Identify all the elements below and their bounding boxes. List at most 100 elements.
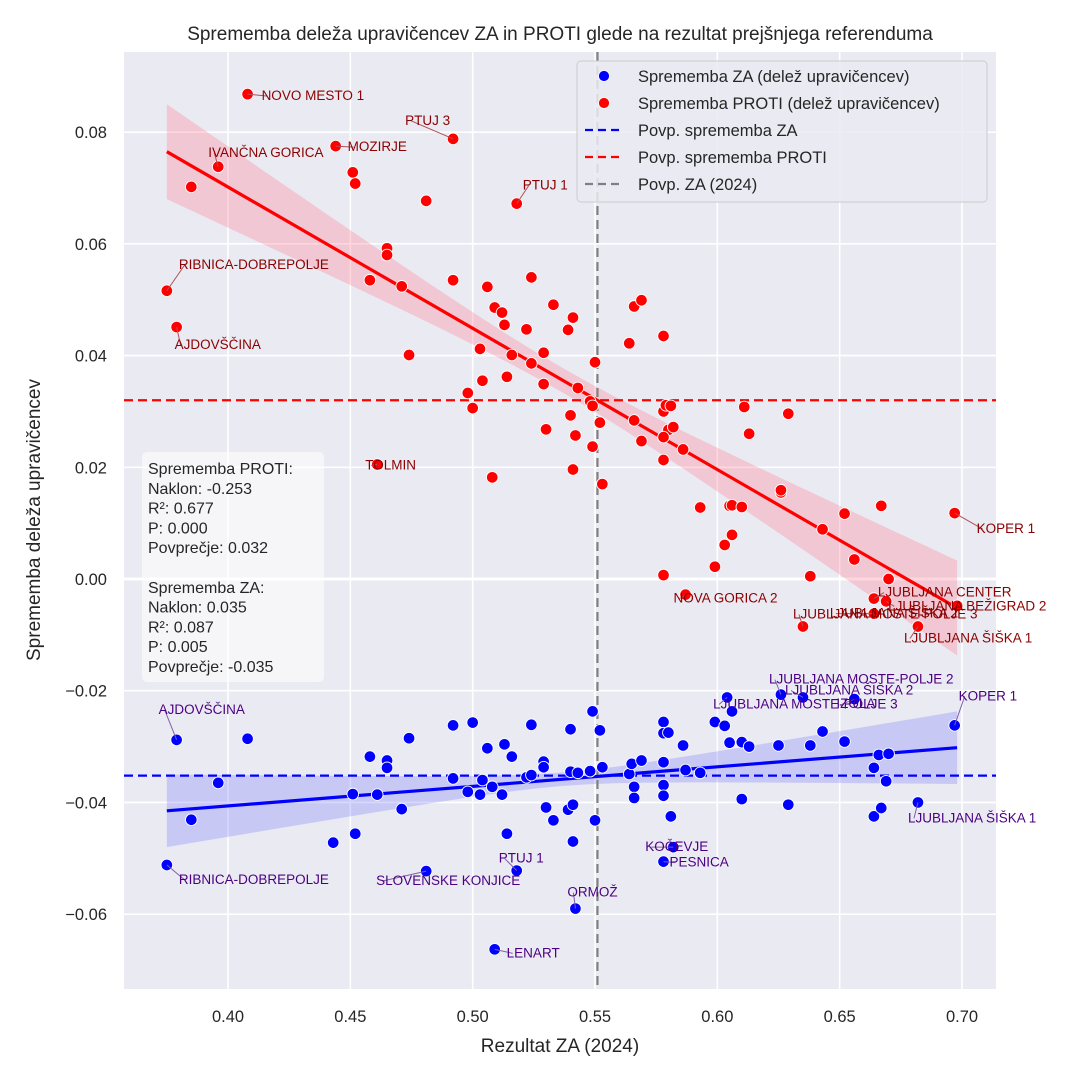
point-annotation: TOLMIN xyxy=(365,457,416,472)
point-annotation: LENART xyxy=(507,945,560,960)
annotation-leader-line xyxy=(166,864,186,881)
stats-line: Sprememba ZA: xyxy=(148,580,264,597)
za-point xyxy=(867,810,881,823)
y-tick-label: −0.02 xyxy=(65,683,107,701)
point-annotation: IVANČNA GORICA xyxy=(208,145,323,160)
proti-point xyxy=(537,377,550,391)
point-annotation: LJUBLJANA ŠIŠKA 2 xyxy=(785,682,913,697)
annotation-leader-line xyxy=(954,512,983,530)
point-annotation: KOPER 1 xyxy=(959,688,1018,703)
annotation-leader-line xyxy=(909,626,919,639)
proti-point xyxy=(735,500,749,514)
point-annotation: KOPER 1 xyxy=(977,521,1036,536)
za-point xyxy=(505,750,519,763)
za-point xyxy=(380,761,394,775)
point-annotation: PTUJ 3 xyxy=(405,113,450,128)
proti-point xyxy=(566,463,580,476)
za-point xyxy=(446,719,460,732)
za-point xyxy=(571,766,585,780)
proti-point xyxy=(848,553,861,566)
annotation-leader-line xyxy=(410,120,454,140)
legend-label: Sprememba ZA (delež upravičencev) xyxy=(638,68,909,86)
y-axis-label: Sprememba deleža upravičencev xyxy=(24,379,45,661)
proti-point xyxy=(571,381,585,395)
x-tick-label: 0.50 xyxy=(457,1008,489,1026)
za-point xyxy=(627,791,641,805)
proti-point xyxy=(481,280,494,294)
proti-point xyxy=(816,523,829,536)
annotation-leader-line xyxy=(335,145,354,148)
x-axis-ticks: 0.40 0.45 0.50 0.55 0.60 0.65 0.70 xyxy=(212,1008,978,1026)
za-point xyxy=(723,736,736,749)
za-point xyxy=(627,780,641,794)
proti-point xyxy=(737,400,751,414)
za-point xyxy=(676,739,690,752)
annotation-leader-line xyxy=(494,948,513,954)
stats-line: R²: 0.087 xyxy=(148,619,214,636)
proti-point xyxy=(586,399,599,413)
stats-line: P: 0.000 xyxy=(148,520,208,537)
proti-point xyxy=(725,528,739,542)
za-point xyxy=(867,761,881,775)
za-point xyxy=(537,760,550,774)
za-point xyxy=(596,760,609,774)
za-point xyxy=(879,774,893,788)
stats-box-background xyxy=(142,452,324,682)
proti-point xyxy=(402,348,416,362)
za-regression-line xyxy=(166,746,958,813)
annotation-leader-line xyxy=(885,600,895,607)
za-point xyxy=(693,766,707,780)
proti-point xyxy=(657,453,670,467)
proti-point xyxy=(804,569,817,583)
proti-point xyxy=(566,311,580,324)
annotation-leader-line xyxy=(663,861,676,864)
y-tick-label: −0.04 xyxy=(65,794,107,812)
za-point xyxy=(586,705,599,718)
annotation-leader-line xyxy=(913,802,919,819)
proti-point xyxy=(419,194,433,208)
za-point xyxy=(657,715,670,729)
point-annotation: AJDOVŠČINA xyxy=(159,702,245,717)
point-annotation: RIBNICA-DOBREPOLJE xyxy=(179,257,329,272)
annotation-leader-line xyxy=(247,93,268,97)
point-annotation: LJUBLJANA ŠIŠKA 1 xyxy=(908,810,1036,825)
proti-point xyxy=(657,430,670,444)
annotation-leader-line xyxy=(164,709,178,741)
proti-point xyxy=(547,298,560,311)
za-point xyxy=(241,732,254,746)
legend-marker xyxy=(598,70,610,82)
za-point xyxy=(664,810,678,823)
proti-point xyxy=(539,423,553,436)
za-point xyxy=(525,768,538,782)
za-point xyxy=(593,724,607,737)
stats-line: R²: 0.677 xyxy=(148,501,214,518)
za-point xyxy=(500,827,514,840)
point-annotation: RIBNICA-DOBREPOLJE xyxy=(179,872,329,887)
annotation-leader-line xyxy=(873,592,885,599)
point-annotation: PESNICA xyxy=(670,855,729,870)
proti-point xyxy=(537,346,550,360)
proti-point xyxy=(461,386,475,400)
point-annotation: LJUBLJANA MOSTE-POLJE 2 xyxy=(769,672,954,687)
annotation-leader-line xyxy=(213,152,219,167)
annotation-leader-line xyxy=(679,594,686,600)
proti-point xyxy=(774,483,788,497)
za-point xyxy=(782,798,795,811)
point-annotations: NOVO MESTO 1 PTUJ 3 IVANČNA GORICA MOZIRJE P… xyxy=(159,88,1047,960)
annotation-leader-line xyxy=(382,870,427,882)
stats-line: P: 0.005 xyxy=(148,639,208,656)
data-points xyxy=(160,87,964,956)
point-annotation: LJUBLJANA ŠIŠKA 1 xyxy=(904,630,1032,645)
za-point xyxy=(495,788,509,801)
x-axis-label: Rezultat ZA (2024) xyxy=(481,1036,639,1057)
proti-point xyxy=(708,560,722,573)
point-annotation: SLOVENSKE KONJICE xyxy=(376,873,520,888)
point-annotation: IZOLA xyxy=(836,696,875,711)
legend-label: Povp. sprememba PROTI xyxy=(638,149,827,167)
proti-point xyxy=(380,248,394,262)
za-point xyxy=(211,776,225,790)
proti-point xyxy=(657,568,670,582)
y-axis-ticks: 0.08 0.06 0.04 0.02 0.00 −0.02 −0.04 −0.06 xyxy=(65,124,107,924)
point-annotation: NOVO MESTO 1 xyxy=(262,88,365,103)
